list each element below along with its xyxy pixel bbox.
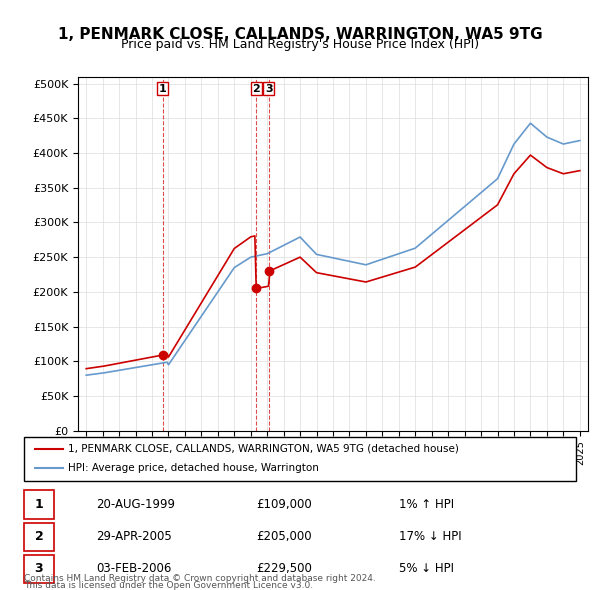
Text: Contains HM Land Registry data © Crown copyright and database right 2024.: Contains HM Land Registry data © Crown c…	[24, 574, 376, 583]
Text: This data is licensed under the Open Government Licence v3.0.: This data is licensed under the Open Gov…	[24, 581, 313, 590]
Text: HPI: Average price, detached house, Warrington: HPI: Average price, detached house, Warr…	[68, 464, 319, 473]
Text: 2: 2	[35, 530, 43, 543]
Text: 1, PENMARK CLOSE, CALLANDS, WARRINGTON, WA5 9TG: 1, PENMARK CLOSE, CALLANDS, WARRINGTON, …	[58, 27, 542, 41]
FancyBboxPatch shape	[24, 523, 55, 551]
Text: 1: 1	[159, 84, 167, 94]
Text: £229,500: £229,500	[256, 562, 312, 575]
Text: £109,000: £109,000	[256, 498, 311, 511]
Text: 1, PENMARK CLOSE, CALLANDS, WARRINGTON, WA5 9TG (detached house): 1, PENMARK CLOSE, CALLANDS, WARRINGTON, …	[68, 444, 459, 454]
Text: 1% ↑ HPI: 1% ↑ HPI	[400, 498, 454, 511]
Text: 17% ↓ HPI: 17% ↓ HPI	[400, 530, 462, 543]
Text: 2: 2	[252, 84, 260, 94]
FancyBboxPatch shape	[24, 490, 55, 519]
FancyBboxPatch shape	[24, 555, 55, 583]
Text: 1: 1	[35, 498, 43, 511]
Text: 20-AUG-1999: 20-AUG-1999	[96, 498, 175, 511]
FancyBboxPatch shape	[24, 437, 576, 481]
Text: 03-FEB-2006: 03-FEB-2006	[96, 562, 171, 575]
Text: £205,000: £205,000	[256, 530, 311, 543]
Text: 29-APR-2005: 29-APR-2005	[96, 530, 172, 543]
Text: 3: 3	[265, 84, 272, 94]
Text: 3: 3	[35, 562, 43, 575]
Text: 5% ↓ HPI: 5% ↓ HPI	[400, 562, 454, 575]
Text: Price paid vs. HM Land Registry's House Price Index (HPI): Price paid vs. HM Land Registry's House …	[121, 38, 479, 51]
